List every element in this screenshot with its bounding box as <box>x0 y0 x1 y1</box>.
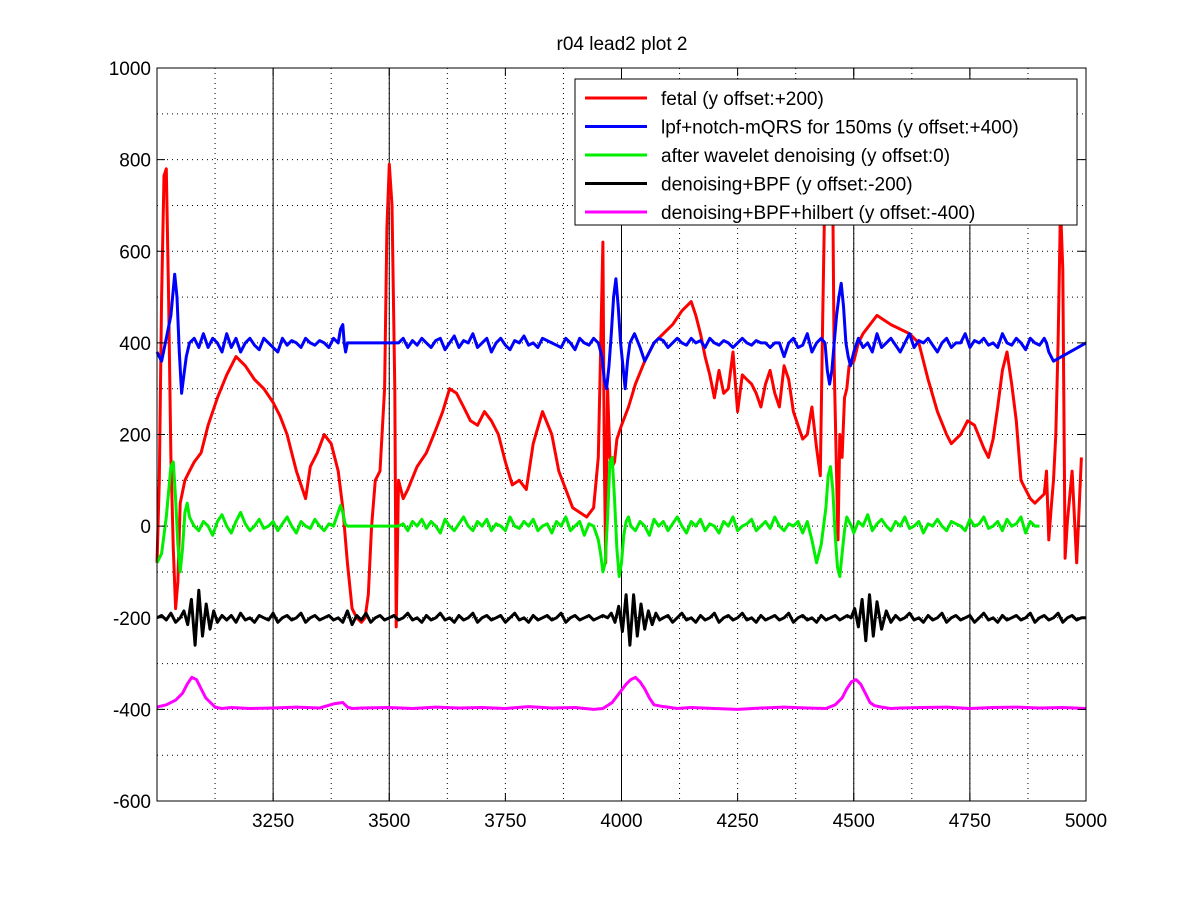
x-tick-label: 4000 <box>600 811 642 832</box>
series-layer <box>155 89 1087 711</box>
y-tick-label: -200 <box>113 609 151 630</box>
series-line-2 <box>155 272 1087 395</box>
series-line-4 <box>156 588 1086 647</box>
legend-box <box>574 78 1078 226</box>
x-tick-label: 3750 <box>484 811 526 832</box>
y-tick-label: 200 <box>119 426 151 447</box>
legend-label-4: denoising+BPF (y offset:-200) <box>661 175 913 196</box>
legend-label-1: fetal (y offset:+200) <box>661 89 824 110</box>
chart-title: r04 lead2 plot 2 <box>557 34 688 55</box>
legend: fetal (y offset:+200) lpf+notch-mQRS for … <box>574 78 1078 226</box>
y-tick-label: 600 <box>119 242 151 263</box>
x-tick-label: 3500 <box>368 811 410 832</box>
series-line-3 <box>155 455 1040 578</box>
y-tick-label: 0 <box>140 517 151 538</box>
y-tick-label: -400 <box>113 700 151 721</box>
y-tick-label: 400 <box>119 334 151 355</box>
series-line-5 <box>156 675 1087 711</box>
x-tick-label: 5000 <box>1065 811 1107 832</box>
y-tick-label: 800 <box>119 151 151 172</box>
x-tick-label: 4500 <box>833 811 875 832</box>
legend-label-2: lpf+notch-mQRS for 150ms (y offset:+400) <box>661 118 1019 139</box>
x-tick-label: 4750 <box>949 811 991 832</box>
legend-label-5: denoising+BPF+hilbert (y offset:-400) <box>661 203 975 224</box>
y-tick-label: -600 <box>113 792 151 813</box>
tick-layer: 3250 3500 3750 4000 4250 4500 4750 5000-600-400… <box>109 59 1107 832</box>
x-tick-label: 4250 <box>716 811 758 832</box>
x-tick-label: 3250 <box>252 811 294 832</box>
legend-label-3: after wavelet denoising (y offset:0) <box>661 146 950 167</box>
y-tick-label: 1000 <box>109 59 151 80</box>
